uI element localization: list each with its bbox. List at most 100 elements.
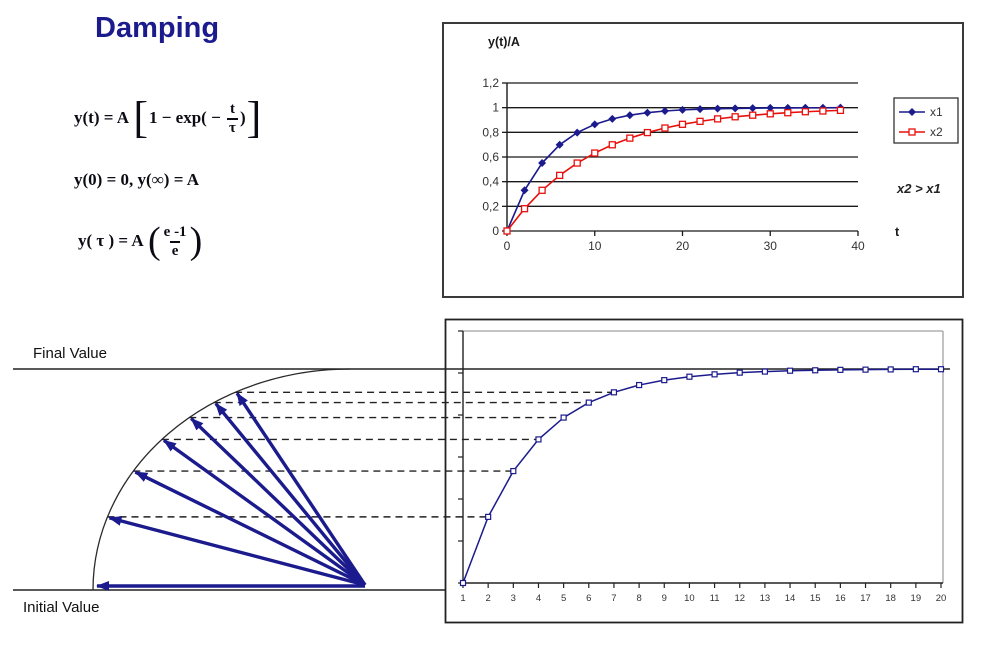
- data-point-x1: [520, 186, 529, 195]
- x-axis-title: t: [895, 225, 900, 239]
- series-comparison-annotation: x2 > x1: [896, 181, 941, 196]
- left-paren: (: [148, 220, 161, 262]
- formula-exponential-rise: y(t) = A [1 − exp( − t τ)]: [74, 94, 262, 142]
- data-point: [459, 579, 467, 587]
- y-axis-title: y(t)/A: [488, 35, 520, 49]
- x-tick-label: 20: [676, 239, 690, 253]
- y-tick-label: 0,6: [482, 150, 499, 164]
- fan-arrow: [162, 439, 366, 587]
- data-point-x2: [643, 128, 652, 137]
- data-point-x1: [696, 105, 705, 114]
- initial-value-label: Initial Value: [23, 599, 99, 616]
- data-point-x1: [678, 105, 687, 114]
- x-tick-label: 11: [710, 593, 720, 604]
- envelope-arc: [92, 368, 351, 591]
- data-point-x2: [591, 149, 599, 157]
- data-point: [812, 367, 819, 374]
- x-tick-label: 3: [511, 593, 516, 604]
- fan-arrow: [108, 516, 366, 587]
- y-tick-label: 0,2: [482, 199, 499, 213]
- data-point-x2: [661, 124, 669, 132]
- final-value-label: Final Value: [33, 345, 107, 362]
- x-tick-label: 4: [536, 593, 541, 604]
- fraction-denominator: e: [169, 241, 181, 259]
- data-point-x1: [555, 140, 564, 149]
- legend-box: [893, 97, 959, 144]
- right-bracket: ]: [246, 93, 262, 142]
- data-point-x2: [538, 186, 546, 194]
- data-point: [761, 368, 768, 375]
- data-point: [862, 366, 869, 373]
- x-tick-label: 1: [460, 593, 465, 604]
- data-point-x1: [643, 108, 652, 117]
- fan-arrow: [190, 417, 367, 587]
- data-point-x2: [608, 141, 616, 149]
- legend-label: x2: [930, 125, 943, 139]
- fraction-numerator: e -1: [163, 223, 187, 240]
- y-tick-label: 0: [492, 224, 499, 238]
- data-point: [887, 366, 894, 373]
- data-point-x1: [766, 103, 775, 112]
- y-tick-label: 1: [492, 101, 499, 115]
- data-point-x2: [573, 159, 581, 167]
- x-tick-label: 10: [684, 593, 695, 604]
- damping-diagram-and-chart: 1 2 3 4 5 6 7 8 9 10 11 12 13 14 15 16 17 18 19 20 Final Va…: [13, 318, 964, 624]
- data-point-x2: [749, 111, 757, 119]
- fan-arrow: [235, 392, 367, 586]
- arrow-fan: [96, 392, 367, 591]
- legend-marker: [908, 108, 916, 116]
- x-tick-label: 18: [885, 593, 896, 604]
- fraction-e-minus-1-over-e: e -1 e: [164, 224, 187, 261]
- data-point-x2: [626, 134, 634, 142]
- data-point-x1: [625, 111, 634, 120]
- data-point-x1: [731, 104, 740, 113]
- x-tick-label: 40: [851, 239, 865, 253]
- x-tick-label: 2: [486, 593, 491, 604]
- x-tick-label: 30: [764, 239, 778, 253]
- data-point: [661, 377, 668, 384]
- x-tick-label: 16: [835, 593, 846, 604]
- x-tick-label: 5: [561, 593, 566, 604]
- legend-marker: [908, 128, 916, 136]
- response-curve: [462, 368, 942, 584]
- data-point-x1: [573, 128, 582, 137]
- x-tick-label: 12: [734, 593, 745, 604]
- x-tick-label: 13: [760, 593, 771, 604]
- data-point-x1: [660, 106, 669, 115]
- data-point-x1: [608, 114, 617, 123]
- data-point: [636, 381, 643, 389]
- data-point-x2: [836, 106, 845, 115]
- data-point: [912, 366, 919, 373]
- data-point-x2: [556, 171, 564, 180]
- x-tick-label: 19: [911, 593, 922, 604]
- x-tick-label: 8: [636, 593, 641, 604]
- formula-part: ): [239, 108, 246, 127]
- data-point: [510, 467, 517, 475]
- data-point-x2: [766, 110, 774, 118]
- x-tick-label: 6: [586, 593, 591, 604]
- data-point-x2: [678, 120, 687, 128]
- data-point: [485, 513, 492, 520]
- x-tick-label: 17: [860, 593, 871, 604]
- right-paren: ): [189, 220, 203, 262]
- y-tick-label: 0,8: [482, 125, 499, 139]
- formula-boundary-conditions: y(0) = 0, y(∞) = A: [74, 170, 199, 189]
- data-point-x1: [538, 159, 547, 168]
- x-tick-label: 15: [810, 593, 821, 604]
- data-point: [711, 371, 718, 378]
- data-point: [610, 389, 618, 396]
- top-chart-frame: [442, 22, 964, 298]
- x-tick-label: 14: [785, 593, 796, 604]
- formula-part: 1 − exp( −: [148, 108, 226, 127]
- data-point-x1: [748, 104, 757, 113]
- data-point: [736, 369, 743, 376]
- x-tick-label: 9: [662, 593, 667, 604]
- y-tick-label: 1,2: [482, 76, 499, 90]
- top-chart-plot-area: 0 0,2 0,4 0,6 0,8 1 1,2 0 10 20 30 40: [482, 76, 865, 253]
- data-point-x2: [819, 107, 827, 115]
- data-point-x2: [801, 108, 810, 116]
- formula-part: y( τ ) = A: [78, 231, 147, 250]
